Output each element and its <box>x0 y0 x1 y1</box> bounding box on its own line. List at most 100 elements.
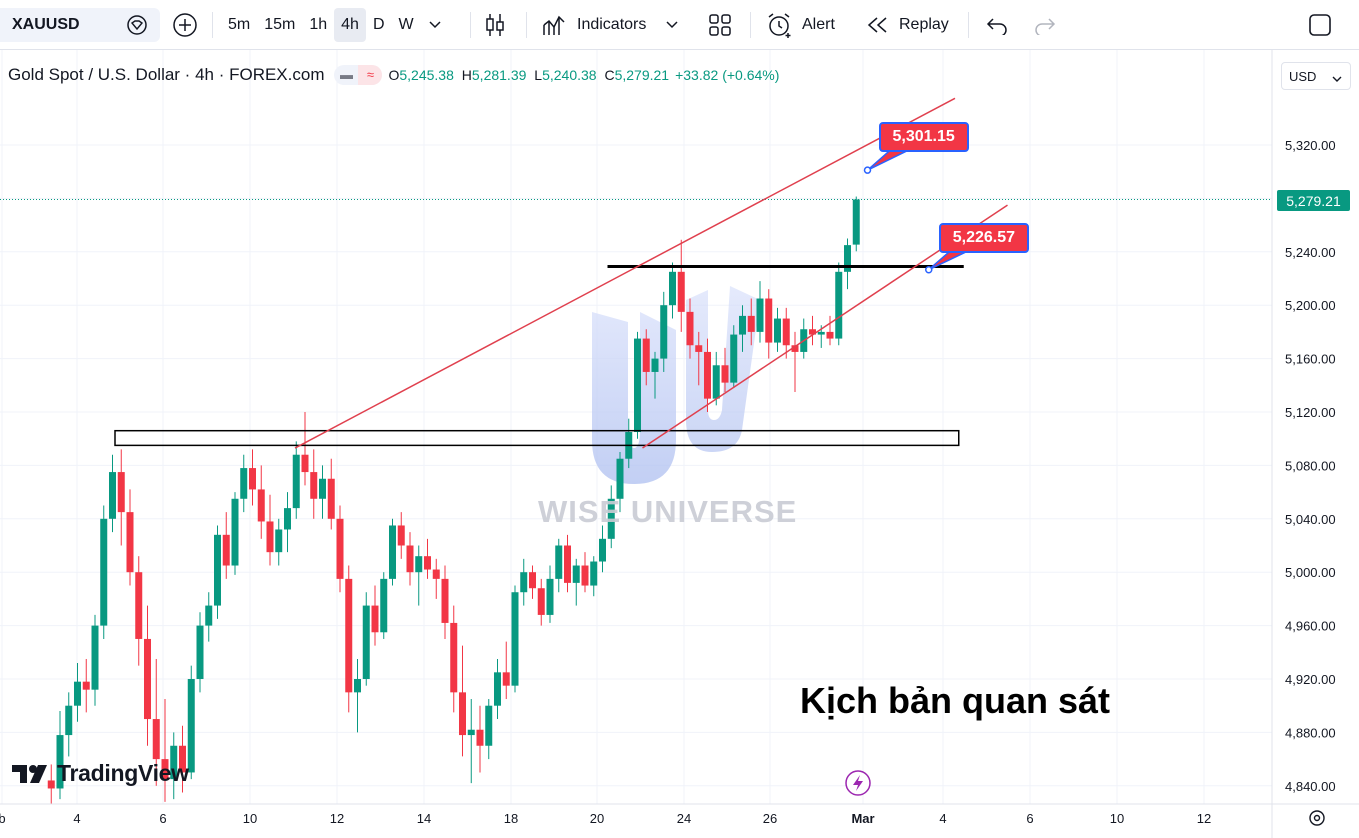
rewind-icon <box>867 17 887 33</box>
price-tick-label: 5,320.00 <box>1285 138 1336 153</box>
candle <box>739 305 746 352</box>
undo-button[interactable] <box>986 8 1008 42</box>
high-label: H <box>461 67 472 83</box>
tradingview-logo[interactable]: TradingView <box>12 760 189 787</box>
candle <box>336 505 344 593</box>
candle <box>249 449 256 506</box>
indicators-label: Indicators <box>577 16 647 33</box>
time-tick-label: b <box>0 811 6 826</box>
candle <box>844 238 851 290</box>
legend-wave-icon[interactable]: ≈ <box>358 65 383 85</box>
candle <box>616 452 624 513</box>
upper-trendline-price-tag[interactable]: 5,301.15 <box>878 122 969 153</box>
timeframe-15m[interactable]: 15m <box>264 16 296 33</box>
time-tick-label: 24 <box>677 811 691 826</box>
candle <box>117 449 125 546</box>
candle <box>161 699 169 802</box>
drawings <box>114 97 1008 449</box>
time-tick-label: 12 <box>330 811 344 826</box>
candle <box>441 565 449 639</box>
price-tick-label: 5,160.00 <box>1285 352 1336 367</box>
candle <box>144 605 151 746</box>
time-tick-label: 20 <box>590 811 604 826</box>
candle <box>91 614 99 706</box>
chart-type-button[interactable] <box>483 8 507 42</box>
time-tick-label: 14 <box>417 811 431 826</box>
low-value: 5,240.38 <box>542 67 597 83</box>
tradingview-icon <box>12 764 47 783</box>
candle <box>607 485 615 549</box>
currency-select[interactable]: USD <box>1281 62 1351 90</box>
timeframe-d[interactable]: D <box>372 16 385 33</box>
redo-button[interactable] <box>1034 8 1056 42</box>
fullscreen-button[interactable] <box>1307 8 1333 42</box>
currency-chevron-icon[interactable] <box>1332 71 1342 86</box>
candle <box>546 565 554 623</box>
templates-button[interactable] <box>708 8 732 42</box>
candle <box>852 196 860 252</box>
low-label: L <box>534 67 543 83</box>
time-tick-label: 18 <box>504 811 518 826</box>
lower-callout-anchor <box>925 265 933 274</box>
price-tick-label: 4,920.00 <box>1285 672 1336 687</box>
candle <box>257 465 265 539</box>
upper-trendline <box>294 97 956 449</box>
candle <box>152 658 160 786</box>
symbol-search[interactable]: XAUUSD <box>0 8 160 42</box>
timeframe-4h[interactable]: 4h <box>334 8 366 42</box>
candle <box>826 315 834 346</box>
top-toolbar: XAUUSD 5m 15m 1h 4h D W Indicators Alert <box>0 0 1359 50</box>
tradingview-label: TradingView <box>57 760 189 786</box>
timeframe-group: 5m 15m 1h 4h D W <box>221 8 449 42</box>
timeframe-dropdown-chevron-icon[interactable] <box>421 21 449 29</box>
time-axis[interactable]: b 4 6 10 12 14 18 20 24 26 Mar 4 6 10 12 <box>0 770 1359 826</box>
candle <box>135 556 143 666</box>
candle <box>345 565 353 713</box>
candle <box>730 325 738 388</box>
candles-icon <box>486 14 504 36</box>
candle <box>362 592 370 686</box>
candle <box>301 412 309 486</box>
legend-toggle[interactable]: ▬ ≈ <box>334 65 383 85</box>
candle <box>214 525 221 619</box>
timeframe-w[interactable]: W <box>398 16 414 33</box>
price-tick-label: 5,040.00 <box>1285 512 1336 527</box>
candle <box>467 699 475 784</box>
candle <box>450 605 458 713</box>
add-symbol-button[interactable] <box>172 8 198 42</box>
candle <box>721 347 729 392</box>
replay-button[interactable]: Replay <box>866 8 949 42</box>
candle <box>651 351 659 399</box>
candle <box>415 545 423 606</box>
candle <box>747 298 755 346</box>
candle <box>660 291 668 372</box>
close-label: C <box>604 67 615 83</box>
candle <box>704 338 711 412</box>
indicators-button[interactable]: Indicators <box>542 8 678 42</box>
square-icon <box>1309 14 1331 36</box>
price-axis[interactable]: 5,320.005,280.005,240.005,200.005,160.00… <box>1271 50 1336 838</box>
timeframe-5m[interactable]: 5m <box>228 16 251 33</box>
legend-dash-icon[interactable]: ▬ <box>339 67 353 82</box>
candle <box>642 329 650 386</box>
chart-legend: Gold Spot / U.S. Dollar · 4h · FOREX.com… <box>8 63 779 87</box>
candle <box>354 658 361 733</box>
time-tick-label: 4 <box>73 811 80 826</box>
candle <box>319 465 326 519</box>
candle <box>782 307 790 359</box>
price-tick-label: 5,240.00 <box>1285 245 1336 260</box>
candle <box>187 665 195 780</box>
lightning-event-icon[interactable] <box>845 770 871 796</box>
candle <box>756 281 764 343</box>
symbol-info-icon[interactable] <box>126 15 148 35</box>
candle <box>196 612 204 693</box>
timeframe-1h[interactable]: 1h <box>309 16 328 33</box>
redo-icon <box>1035 18 1056 35</box>
indicators-chevron-icon[interactable] <box>666 21 678 29</box>
candle <box>590 556 598 597</box>
lower-trendline-price-tag[interactable]: 5,226.57 <box>938 222 1030 253</box>
alert-button[interactable]: Alert <box>766 8 835 42</box>
axis-settings-icon[interactable] <box>1309 810 1325 826</box>
undo-icon <box>986 18 1007 35</box>
